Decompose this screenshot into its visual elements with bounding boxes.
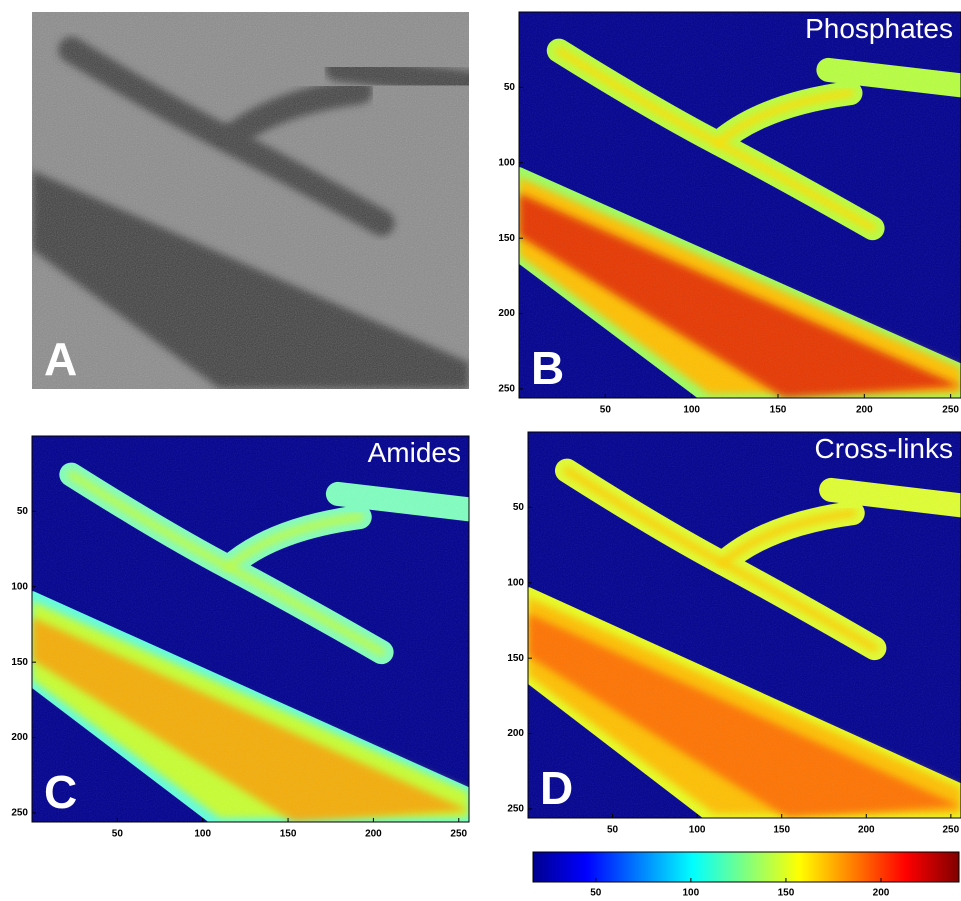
x-tick-label: 150 bbox=[773, 825, 790, 836]
panel: 50 100 150 200 250 50 100 150 200 250 Phosphates B bbox=[498, 12, 961, 416]
panel: 50 100 150 200 250 50 100 150 200 250 Cross-links D bbox=[507, 432, 961, 836]
y-tick-label: 50 bbox=[513, 502, 525, 513]
y-tick-label: 250 bbox=[507, 804, 524, 815]
x-tick-label: 200 bbox=[365, 829, 382, 840]
y-tick-label: 50 bbox=[17, 506, 29, 517]
y-tick-label: 200 bbox=[498, 308, 515, 319]
colorbar-tick-label: 50 bbox=[590, 888, 602, 899]
panel-title: Cross-links bbox=[815, 433, 953, 464]
x-tick-label: 250 bbox=[943, 825, 960, 836]
x-tick-label: 250 bbox=[942, 405, 959, 416]
colorbar-tick-label: 100 bbox=[683, 888, 700, 899]
x-tick-label: 200 bbox=[856, 405, 873, 416]
y-tick-label: 250 bbox=[498, 384, 515, 395]
panel-letter: B bbox=[531, 342, 564, 394]
y-tick-label: 200 bbox=[507, 728, 524, 739]
panel-letter: D bbox=[540, 762, 573, 814]
colorbar: 50 100 150 200 bbox=[533, 852, 959, 899]
panel: 50 100 150 200 250 50 100 150 200 250 Amides C bbox=[11, 436, 469, 840]
colorbar-gradient bbox=[533, 852, 959, 882]
y-tick-label: 150 bbox=[507, 653, 524, 664]
panel-image bbox=[32, 436, 469, 822]
y-tick-label: 150 bbox=[11, 657, 28, 668]
panel-title: Amides bbox=[368, 437, 461, 468]
colorbar-tick-label: 150 bbox=[778, 888, 795, 899]
y-tick-label: 50 bbox=[504, 82, 516, 93]
panel-image bbox=[519, 12, 961, 398]
map-grain bbox=[519, 12, 961, 398]
x-tick-label: 50 bbox=[607, 825, 619, 836]
y-tick-label: 250 bbox=[11, 808, 28, 819]
figure: A 50 100 150 200 250 50 100 150 200 250 Phosphates B… bbox=[0, 0, 961, 901]
x-tick-label: 200 bbox=[858, 825, 875, 836]
panel: A bbox=[32, 12, 469, 389]
y-tick-label: 100 bbox=[507, 577, 524, 588]
y-tick-label: 150 bbox=[498, 233, 515, 244]
x-tick-label: 150 bbox=[770, 405, 787, 416]
map-grain bbox=[32, 436, 469, 822]
panel-image bbox=[32, 12, 469, 389]
map-grain bbox=[528, 432, 961, 818]
x-tick-label: 100 bbox=[194, 829, 211, 840]
colorbar-tick-label: 200 bbox=[873, 888, 890, 899]
x-tick-label: 250 bbox=[450, 829, 467, 840]
page: {"panels": [ {"letter": "A"}, {"letter":… bbox=[0, 0, 961, 901]
y-tick-label: 200 bbox=[11, 732, 28, 743]
panel-letter: C bbox=[44, 766, 77, 818]
x-tick-label: 50 bbox=[112, 829, 124, 840]
panel-image bbox=[528, 432, 961, 818]
x-tick-label: 50 bbox=[600, 405, 612, 416]
panel-title: Phosphates bbox=[805, 13, 953, 44]
photo-grain bbox=[32, 12, 469, 389]
y-tick-label: 100 bbox=[11, 581, 28, 592]
x-tick-label: 100 bbox=[683, 405, 700, 416]
x-tick-label: 100 bbox=[689, 825, 706, 836]
y-tick-label: 100 bbox=[498, 157, 515, 168]
panel-letter: A bbox=[44, 333, 77, 385]
x-tick-label: 150 bbox=[280, 829, 297, 840]
